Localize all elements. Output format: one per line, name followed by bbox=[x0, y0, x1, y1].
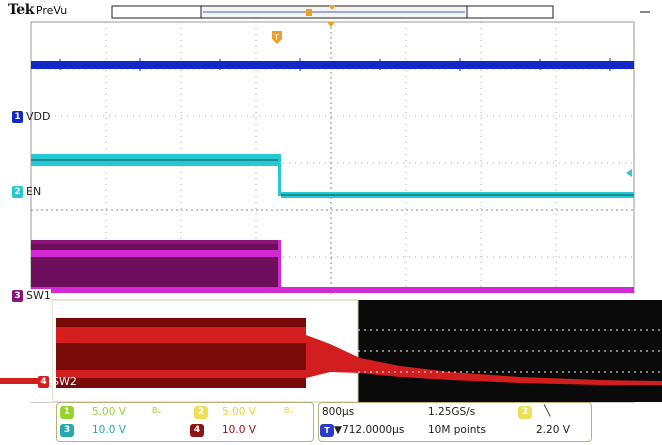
ch3-chip: 3 bbox=[60, 424, 74, 437]
ch2-bandwidth: Bᵤ bbox=[284, 406, 293, 415]
trigger-position[interactable]: ▼712.0000µs bbox=[334, 424, 404, 436]
trigger-marker-label: T bbox=[273, 33, 279, 42]
ch4-label[interactable]: 4 SW2 bbox=[38, 375, 77, 388]
ch1-tag: 1 bbox=[12, 111, 23, 123]
zoom-inset bbox=[0, 294, 662, 402]
ch2-trace bbox=[31, 154, 634, 198]
ch2-chip: 2 bbox=[194, 406, 208, 419]
ch3-trace bbox=[31, 240, 634, 293]
ch3-label[interactable]: 3 SW1 bbox=[12, 289, 51, 302]
trigger-level-marker bbox=[626, 169, 632, 177]
sample-rate: 1.25GS/s bbox=[428, 406, 475, 418]
ch1-bandwidth: Bᵤ bbox=[152, 406, 161, 415]
ch4-scale[interactable]: 10.0 V bbox=[222, 424, 256, 436]
ch4-tag: 4 bbox=[38, 376, 49, 388]
ch1-trace bbox=[31, 61, 634, 69]
ch1-scale[interactable]: 5.00 V bbox=[92, 406, 126, 418]
ch1-name: VDD bbox=[26, 110, 50, 123]
ch2-scale[interactable]: 5.00 V bbox=[222, 406, 256, 418]
readout-panel: 1 5.00 V Bᵤ 2 5.00 V Bᵤ 3 10.0 V 4 10.0 … bbox=[56, 402, 592, 442]
ch3-scale[interactable]: 10.0 V bbox=[92, 424, 126, 436]
ch2-name: EN bbox=[26, 185, 41, 198]
timebase[interactable]: 800µs bbox=[322, 406, 354, 418]
ch4-name: SW2 bbox=[52, 375, 77, 388]
trigger-point-marker bbox=[327, 22, 335, 27]
ch3-tag: 3 bbox=[12, 290, 23, 302]
ch2-label[interactable]: 2 EN bbox=[12, 185, 41, 198]
ch1-chip: 1 bbox=[60, 406, 74, 419]
ch1-label[interactable]: 1 VDD bbox=[12, 110, 50, 123]
record-length[interactable]: 10M points bbox=[428, 424, 486, 436]
trigger-level[interactable]: 2.20 V bbox=[536, 424, 570, 436]
trigger-slope-icon: ╲ bbox=[544, 405, 550, 417]
waveform-display[interactable]: T bbox=[0, 0, 662, 405]
ch4-chip: 4 bbox=[190, 424, 204, 437]
ch3-name: SW1 bbox=[26, 289, 51, 302]
trigger-position-icon: T bbox=[320, 424, 334, 437]
ch2-tag: 2 bbox=[12, 186, 23, 198]
trigger-source-chip: 2 bbox=[518, 406, 532, 419]
